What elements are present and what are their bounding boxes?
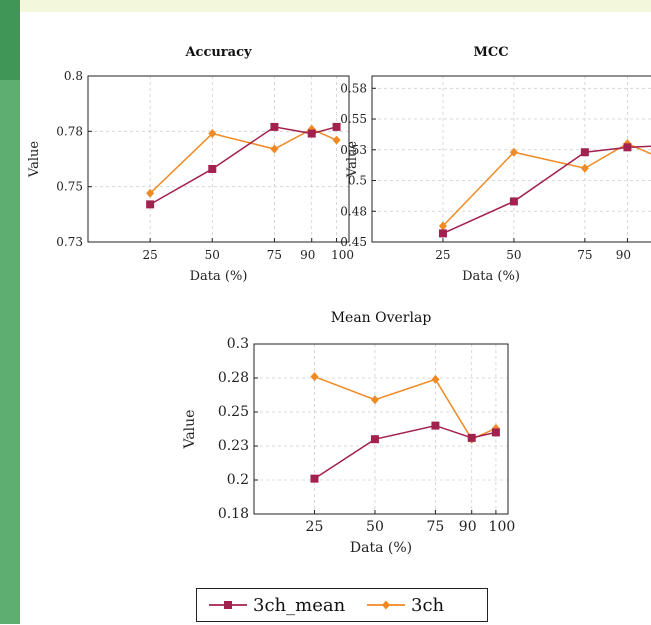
data-point-3ch-mean (310, 474, 319, 483)
y-tick-label: 0.28 (218, 370, 249, 386)
x-tick-label: 50 (366, 519, 384, 535)
y-axis-label: Value (27, 141, 42, 178)
data-point-3ch-mean (208, 164, 217, 173)
x-tick-label: 100 (331, 248, 354, 262)
y-tick-label: 0.23 (218, 438, 249, 454)
x-tick-label: 75 (267, 248, 282, 262)
plot-frame (253, 343, 509, 515)
y-tick-label: 0.53 (340, 143, 367, 157)
y-tick-label: 0.3 (227, 336, 249, 352)
plot-area (254, 344, 508, 514)
y-tick-label: 0.8 (64, 69, 83, 83)
legend-label-3ch-mean: 3ch_mean (253, 595, 346, 616)
plot-frame (87, 75, 350, 243)
x-tick-label: 90 (459, 519, 477, 535)
x-tick-label: 25 (143, 248, 158, 262)
data-point-3ch (438, 221, 447, 231)
chart-mcc: 255075901000.450.480.50.530.550.58MCCDat… (340, 45, 651, 284)
chart-title: MCC (473, 45, 508, 60)
legend-marker-3ch-mean (224, 601, 232, 609)
data-point-3ch-mean (431, 421, 440, 430)
plot-area (372, 76, 651, 242)
x-tick-label: 50 (506, 248, 521, 262)
legend-entries: 3ch_mean 3ch (209, 595, 445, 616)
plot-area (88, 76, 349, 242)
y-axis-label: Value (345, 141, 360, 178)
x-tick-label: 90 (300, 248, 315, 262)
data-point-3ch-mean (370, 435, 379, 444)
x-tick-label: 25 (435, 248, 450, 262)
y-tick-label: 0.45 (340, 235, 367, 249)
data-point-3ch-mean (438, 229, 447, 238)
legend: 3ch_mean 3ch (196, 588, 488, 622)
data-point-3ch (208, 129, 217, 139)
y-tick-label: 0.25 (218, 404, 249, 420)
x-axis-label: Data (%) (462, 269, 520, 284)
y-tick-label: 0.5 (348, 174, 367, 188)
chart-mean-overlap: 25 50 75 90 100 0.18 0.2 0.23 0.25 0.28 0.3 Mean Ov… (182, 310, 515, 556)
y-tick-label: 0.48 (340, 204, 367, 218)
left-background-band (0, 0, 20, 624)
y-tick-label: 0.2 (227, 472, 249, 488)
data-point-3ch (580, 163, 589, 173)
x-tick-label: 90 (616, 248, 631, 262)
top-background-band (20, 0, 651, 12)
data-point-3ch-mean (146, 200, 155, 209)
x-axis-label: Data (%) (190, 269, 248, 284)
x-axis-label: Data (%) (350, 540, 412, 556)
y-axis-label: Value (182, 410, 198, 450)
data-point-3ch (270, 144, 279, 154)
y-tick-label: 0.18 (218, 506, 249, 522)
chart-title: Accuracy (184, 45, 252, 60)
left-background-band-dark (0, 0, 20, 80)
x-tick-label: 25 (306, 519, 324, 535)
data-point-3ch (146, 188, 155, 198)
x-tick-label: 75 (577, 248, 592, 262)
y-tick-label: 0.78 (56, 124, 83, 138)
legend-marker-3ch (382, 600, 390, 610)
data-point-3ch-mean (509, 197, 518, 206)
data-point-3ch-mean (307, 129, 316, 138)
data-point-3ch-mean (332, 122, 341, 131)
x-tick-label: 100 (489, 519, 516, 535)
data-point-3ch-mean (623, 143, 632, 152)
data-point-3ch-mean (491, 428, 500, 437)
x-tick-label: 75 (427, 519, 445, 535)
data-point-3ch-mean (467, 433, 476, 442)
data-point-3ch (332, 135, 341, 145)
plot-frame (371, 75, 651, 243)
data-point-3ch-mean (580, 148, 589, 157)
data-point-3ch-mean (270, 122, 279, 131)
y-tick-label: 0.75 (56, 180, 83, 194)
y-tick-label: 0.58 (340, 81, 367, 95)
data-point-3ch (370, 395, 379, 405)
y-tick-label: 0.55 (340, 112, 367, 126)
data-point-3ch (310, 372, 319, 382)
data-point-3ch (509, 147, 518, 157)
legend-label-3ch: 3ch (411, 595, 445, 616)
x-tick-label: 50 (205, 248, 220, 262)
data-point-3ch (431, 374, 440, 384)
chart-accuracy: 25 50 75 90 100 0.73 0.75 0.78 0.8 Accuracy Data (… (27, 45, 354, 284)
y-tick-label: 0.73 (56, 235, 83, 249)
chart-title: Mean Overlap (331, 310, 432, 326)
